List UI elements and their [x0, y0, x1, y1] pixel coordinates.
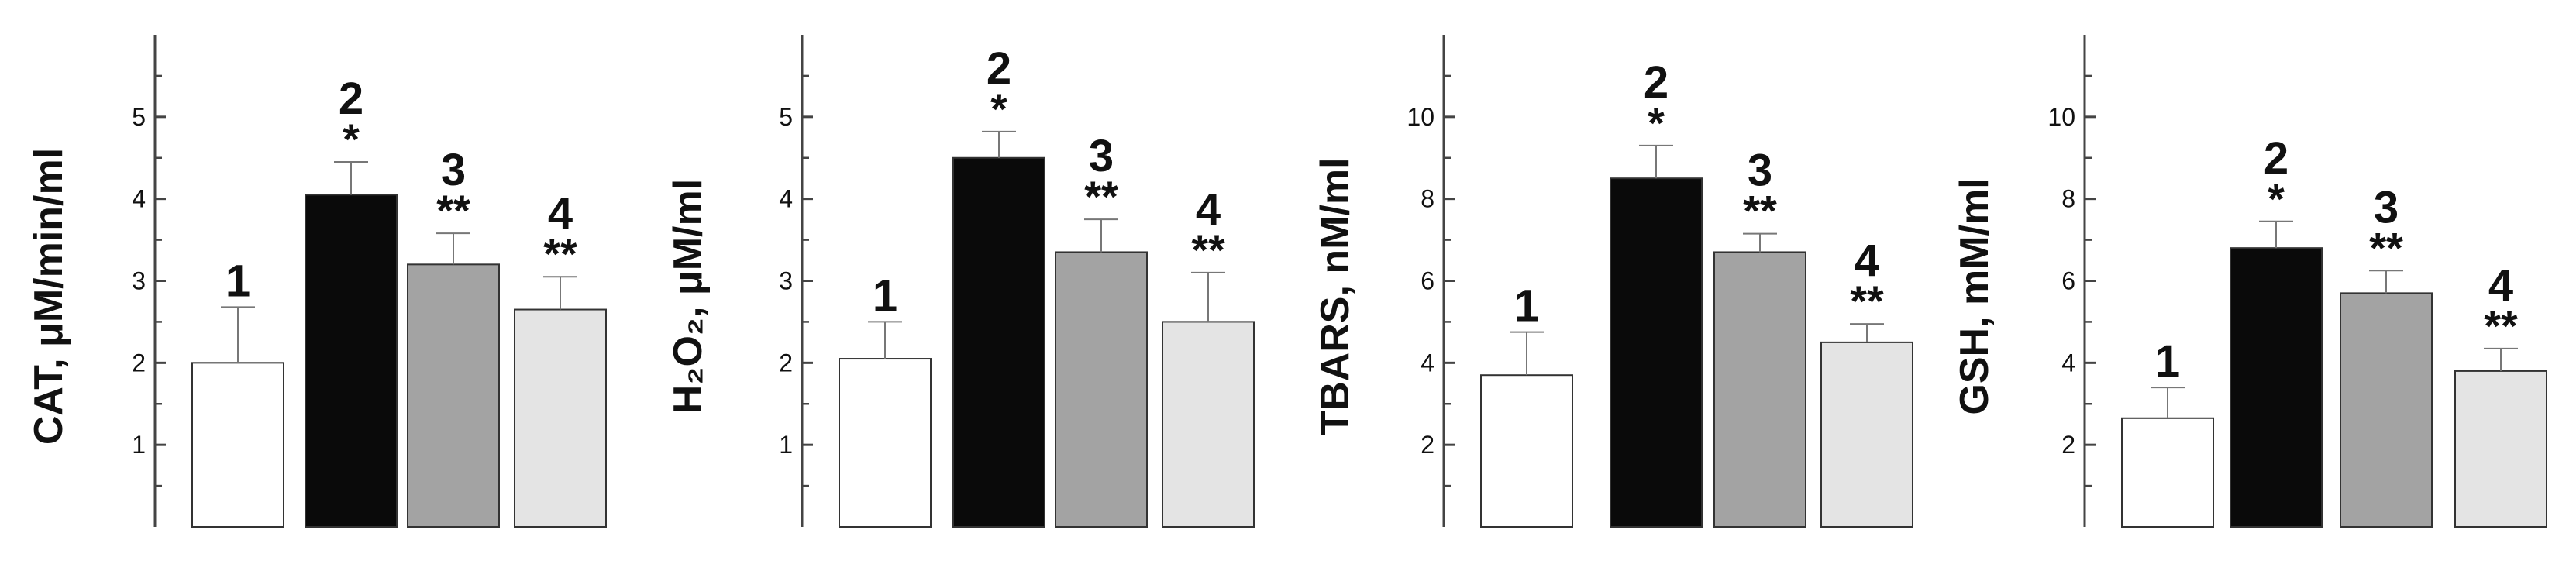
bar-number-label: 1 — [1514, 281, 1539, 332]
bar-number-label: 1 — [2155, 336, 2180, 387]
y-tick-label: 10 — [2047, 103, 2075, 131]
y-tick-label: 4 — [2061, 349, 2075, 377]
bar-3 — [1055, 251, 1148, 528]
bar-number-label: 4 — [1855, 236, 1879, 286]
bar-number-label: 3 — [2374, 182, 2399, 232]
bar-number-label: 2 — [2264, 133, 2288, 184]
bar-1 — [1480, 374, 1573, 528]
bar-3 — [1713, 251, 1806, 528]
bar-2 — [305, 194, 398, 528]
significance-mark: ** — [1191, 225, 1225, 274]
y-axis-label: TBARS, nM/ml — [1313, 157, 1358, 435]
y-tick-label: 1 — [132, 431, 146, 459]
y-axis-label: CAT, μM/min/ml — [26, 148, 71, 445]
y-axis-label: H₂O₂, μM/ml — [666, 179, 711, 414]
bar-4 — [1820, 341, 1913, 528]
significance-mark: ** — [1743, 187, 1777, 236]
y-tick-label: 4 — [779, 185, 793, 213]
bar-number-label: 2 — [339, 74, 363, 124]
y-tick-label: 5 — [132, 103, 146, 131]
significance-mark: ** — [1850, 277, 1884, 325]
bar-number-label: 3 — [1089, 131, 1114, 181]
y-tick-label: 10 — [1407, 103, 1434, 131]
significance-mark: ** — [2484, 301, 2518, 350]
significance-mark: * — [343, 115, 360, 163]
bar-1 — [2121, 417, 2214, 528]
bar-number-label: 4 — [2488, 260, 2513, 311]
y-tick-label: 2 — [1421, 431, 1434, 459]
significance-mark: ** — [543, 229, 577, 278]
y-tick-label: 1 — [779, 431, 793, 459]
y-tick-label: 6 — [2061, 267, 2075, 295]
y-tick-label: 3 — [779, 267, 793, 295]
bar-1 — [191, 362, 284, 528]
significance-mark: * — [2268, 174, 2285, 223]
bar-2 — [952, 156, 1045, 528]
bar-3 — [407, 263, 500, 528]
bar-number-label: 2 — [987, 43, 1011, 94]
bar-1 — [839, 358, 932, 528]
bar-4 — [2454, 370, 2547, 528]
significance-mark: ** — [436, 186, 470, 235]
bar-2 — [2230, 247, 2323, 528]
y-tick-label: 8 — [2061, 185, 2075, 213]
y-tick-label: 2 — [779, 349, 793, 377]
bar-number-label: 4 — [1196, 184, 1221, 235]
bar-number-label: 2 — [1644, 57, 1669, 108]
y-tick-label: 2 — [2061, 431, 2075, 459]
y-tick-label: 4 — [1421, 349, 1434, 377]
significance-mark: ** — [2369, 223, 2403, 272]
bar-3 — [2340, 292, 2433, 528]
y-tick-label: 4 — [132, 185, 146, 213]
y-axis-label: GSH, mM/ml — [1952, 177, 1997, 414]
bar-number-label: 3 — [441, 145, 466, 195]
bar-number-label: 1 — [873, 270, 897, 321]
bar-number-label: 1 — [226, 256, 250, 306]
bar-4 — [1162, 321, 1255, 528]
significance-mark: * — [1648, 98, 1665, 147]
significance-mark: * — [990, 84, 1007, 133]
bar-4 — [514, 308, 607, 528]
y-tick-label: 8 — [1421, 185, 1434, 213]
y-tick-label: 2 — [132, 349, 146, 377]
bar-2 — [1610, 177, 1703, 528]
bar-number-label: 4 — [548, 188, 573, 239]
bar-number-label: 3 — [1748, 146, 1772, 196]
y-tick-label: 6 — [1421, 267, 1434, 295]
significance-mark: ** — [1084, 172, 1118, 221]
y-tick-label: 3 — [132, 267, 146, 295]
y-tick-label: 5 — [779, 103, 793, 131]
